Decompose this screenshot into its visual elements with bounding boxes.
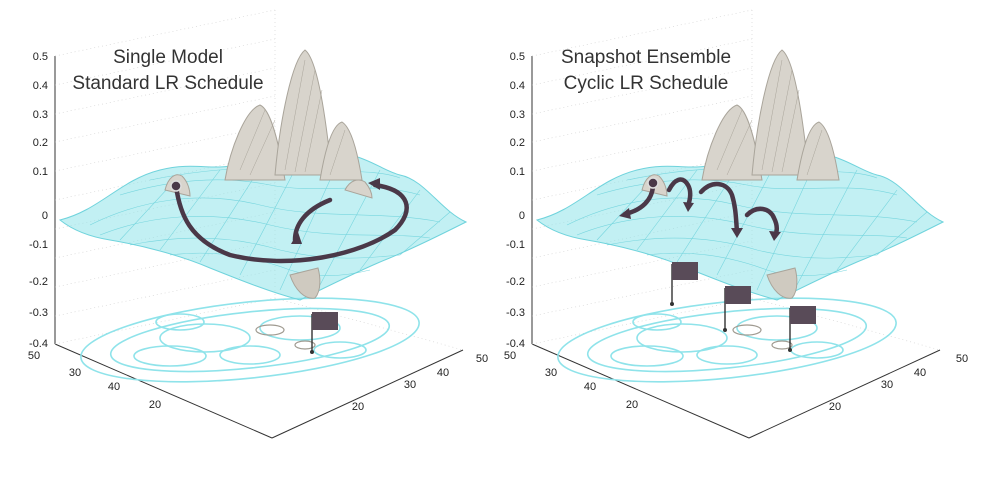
- y-tick: 40: [108, 381, 120, 393]
- trajectory-arrowheads: [291, 178, 380, 244]
- title-line: Cyclic LR Schedule: [564, 73, 729, 94]
- z-tick: 0.2: [33, 137, 48, 149]
- y-tick: 50: [504, 350, 516, 362]
- z-tick: -0.1: [29, 239, 48, 251]
- z-tick: 0.4: [33, 80, 48, 92]
- x-tick: 30: [404, 379, 416, 391]
- chart-title: Single Model Standard LR Schedule: [72, 47, 263, 94]
- minimum-flag: [310, 312, 338, 354]
- z-tick: 0.1: [510, 166, 525, 178]
- y-axis-ticks: 50 40 30 20: [504, 350, 638, 411]
- snapshot-ensemble-panel: 0.5 0.4 0.3 0.2 0.1 0 -0.1 -0.2 -0.3 -0.…: [492, 0, 984, 482]
- x-tick: 30: [881, 379, 893, 391]
- z-tick: 0: [42, 210, 48, 222]
- y-axis-ticks: 50 40 30 20: [28, 350, 161, 411]
- z-tick: -0.4: [506, 338, 525, 350]
- loss-surface: [535, 49, 945, 301]
- snapshot-flag: [723, 286, 751, 332]
- z-tick: 0.5: [33, 51, 48, 63]
- single-model-plot: 0.5 0.4 0.3 0.2 0.1 0 -0.1 -0.2 -0.3 -0.…: [28, 9, 488, 439]
- y-tick: 30: [545, 367, 557, 379]
- z-tick: -0.3: [29, 307, 48, 319]
- x-axis-ticks: 20 30 40 50: [352, 353, 488, 413]
- contour-peaks: [255, 324, 316, 350]
- z-tick: -0.1: [506, 239, 525, 251]
- y-tick: 20: [149, 399, 161, 411]
- x-tick: 50: [476, 353, 488, 365]
- z-tick: 0.5: [510, 51, 525, 63]
- title-line: Snapshot Ensemble: [561, 47, 731, 68]
- x-tick: 20: [829, 401, 841, 413]
- title-line: Single Model: [113, 47, 223, 68]
- snapshot-flag: [670, 262, 698, 306]
- z-tick: 0.4: [510, 80, 525, 92]
- single-model-panel: 0.5 0.4 0.3 0.2 0.1 0 -0.1 -0.2 -0.3 -0.…: [0, 0, 492, 482]
- z-tick: -0.2: [29, 276, 48, 288]
- z-tick: 0.3: [510, 109, 525, 121]
- optimization-trajectory: [173, 182, 409, 264]
- loss-surface: [58, 49, 468, 301]
- trajectory-arrowheads: [619, 202, 781, 241]
- contour-plane: [80, 297, 420, 383]
- z-tick: 0.1: [33, 166, 48, 178]
- chart-title: Snapshot Ensemble Cyclic LR Schedule: [561, 47, 731, 94]
- z-axis-ticks: 0.5 0.4 0.3 0.2 0.1 0 -0.1 -0.2 -0.3 -0.…: [29, 51, 48, 350]
- y-tick: 40: [584, 381, 596, 393]
- x-tick: 40: [437, 367, 449, 379]
- z-tick: 0.2: [510, 137, 525, 149]
- title-line: Standard LR Schedule: [72, 73, 263, 94]
- x-axis-ticks: 20 30 40 50: [829, 353, 968, 413]
- z-tick: 0: [519, 210, 525, 222]
- z-tick: -0.2: [506, 276, 525, 288]
- z-tick: -0.3: [506, 307, 525, 319]
- start-point: [647, 177, 659, 189]
- snapshot-ensemble-plot: 0.5 0.4 0.3 0.2 0.1 0 -0.1 -0.2 -0.3 -0.…: [504, 9, 968, 439]
- z-axis-ticks: 0.5 0.4 0.3 0.2 0.1 0 -0.1 -0.2 -0.3 -0.…: [506, 51, 525, 350]
- z-tick: -0.4: [29, 338, 48, 350]
- x-tick: 40: [914, 367, 926, 379]
- y-tick: 20: [626, 399, 638, 411]
- contour-peaks: [732, 324, 793, 350]
- x-tick: 20: [352, 401, 364, 413]
- x-tick: 50: [956, 353, 968, 365]
- y-tick: 30: [69, 367, 81, 379]
- snapshot-flag: [788, 306, 816, 352]
- start-point: [170, 180, 182, 192]
- z-tick: 0.3: [33, 109, 48, 121]
- y-tick: 50: [28, 350, 40, 362]
